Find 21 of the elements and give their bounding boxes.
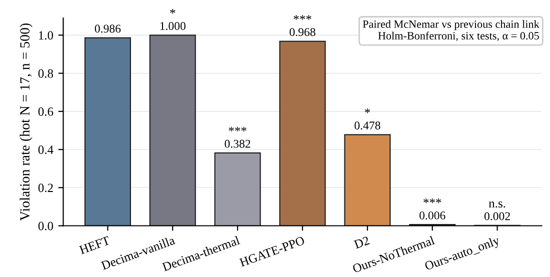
data-label: 1.000	[160, 22, 186, 30]
y-axis-title: Violation rate (hot N = 17, n = 500)	[20, 23, 32, 221]
annotation: ***	[228, 126, 246, 132]
data-label: 0.968	[290, 28, 316, 36]
data-label: 0.382	[224, 140, 250, 148]
annotation: ***	[294, 15, 312, 20]
y-tick-label: 0.0	[38, 222, 54, 230]
data-label: 0.006	[420, 211, 446, 220]
y-tick-label: 0.6	[38, 107, 54, 116]
data-label: 0.002	[484, 212, 510, 220]
annotation: *	[170, 9, 176, 14]
y-tick-label: 0.8	[38, 69, 54, 78]
y-tick-label: 0.2	[38, 184, 53, 192]
y-tick-label: 1.0	[39, 31, 54, 40]
data-label: 0.986	[94, 24, 121, 33]
y-tick-label: 0.4	[38, 146, 54, 154]
annotation: n.s.	[488, 202, 506, 208]
annotation: ***	[424, 198, 442, 204]
annotation: *	[364, 108, 370, 114]
annotation: Paired McNemar vs previous chain link Holm-Bonferroni, six tests, α = 0.05	[362, 20, 540, 42]
data-label: 0.478	[354, 122, 380, 130]
